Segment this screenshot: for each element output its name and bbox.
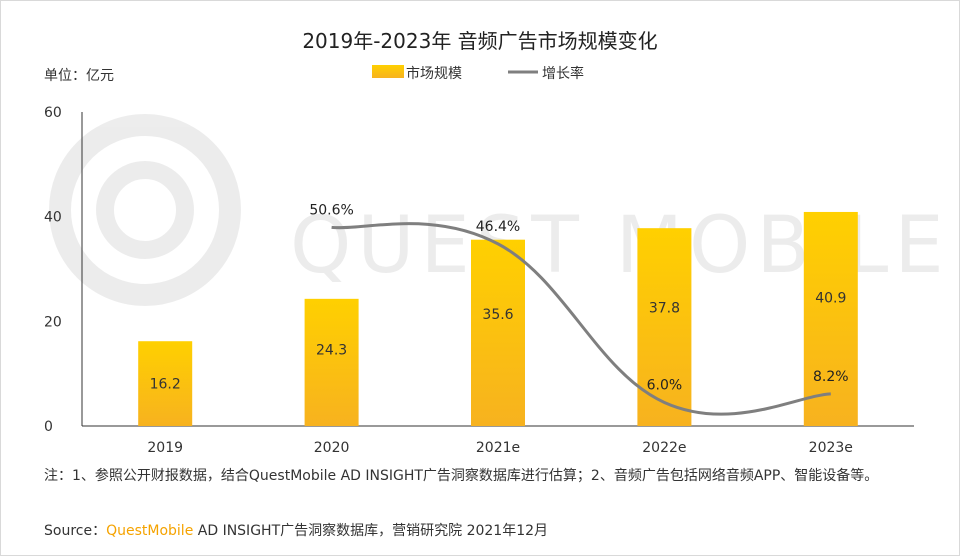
chart-title: 2019年-2023年 音频广告市场规模变化	[302, 29, 657, 53]
x-tick-label: 2022e	[642, 440, 686, 456]
bar	[304, 298, 359, 426]
growth-rate-label: 46.4%	[476, 219, 520, 235]
bar-labels: 16.2 24.3 35.6 37.8 40.9	[150, 291, 847, 393]
x-tick-label: 2020	[314, 440, 350, 456]
source-label: Source：	[44, 523, 107, 539]
source-line: Source：QuestMobile AD INSIGHT广告洞察数据库，营销研…	[44, 520, 548, 540]
bar-value-label: 35.6	[482, 307, 513, 323]
bar	[138, 341, 193, 426]
footnote: 注：1、参照公开财报数据，结合QuestMobile AD INSIGHT广告洞…	[44, 468, 879, 484]
bar	[471, 239, 525, 426]
legend-bar-swatch	[372, 65, 404, 78]
bar-value-label: 16.2	[150, 377, 181, 393]
bars	[138, 211, 858, 426]
growth-labels: 50.6% 46.4% 6.0% 8.2%	[309, 202, 848, 393]
legend-line-label: 增长率	[542, 65, 584, 82]
bar-value-label: 37.8	[649, 300, 680, 316]
unit-label: 单位：亿元	[44, 68, 114, 84]
y-tick-label: 60	[44, 105, 62, 121]
growth-rate-label: 8.2%	[813, 369, 849, 385]
growth-rate-label: 50.6%	[309, 202, 353, 218]
y-ticks: 0 20 40 60	[44, 105, 62, 435]
bar	[803, 211, 858, 426]
source-rest: AD INSIGHT广告洞察数据库，营销研究院 2021年12月	[193, 523, 549, 539]
source-brand: QuestMobile	[106, 523, 194, 539]
bar-value-label: 40.9	[815, 291, 846, 307]
legend: 市场规模 增长率	[372, 65, 584, 82]
bar-value-label: 24.3	[316, 343, 347, 359]
x-tick-label: 2021e	[476, 440, 520, 456]
x-ticks: 2019 2020 2021e 2022e 2023e	[147, 440, 853, 456]
y-tick-label: 40	[44, 210, 62, 226]
legend-bar-label: 市场规模	[406, 65, 462, 82]
growth-line	[331, 222, 831, 416]
x-tick-label: 2023e	[809, 440, 853, 456]
y-tick-label: 0	[44, 419, 53, 435]
x-tick-label: 2019	[147, 440, 183, 456]
growth-rate-label: 6.0%	[647, 377, 683, 393]
y-tick-label: 20	[44, 314, 62, 330]
bar	[637, 228, 692, 426]
